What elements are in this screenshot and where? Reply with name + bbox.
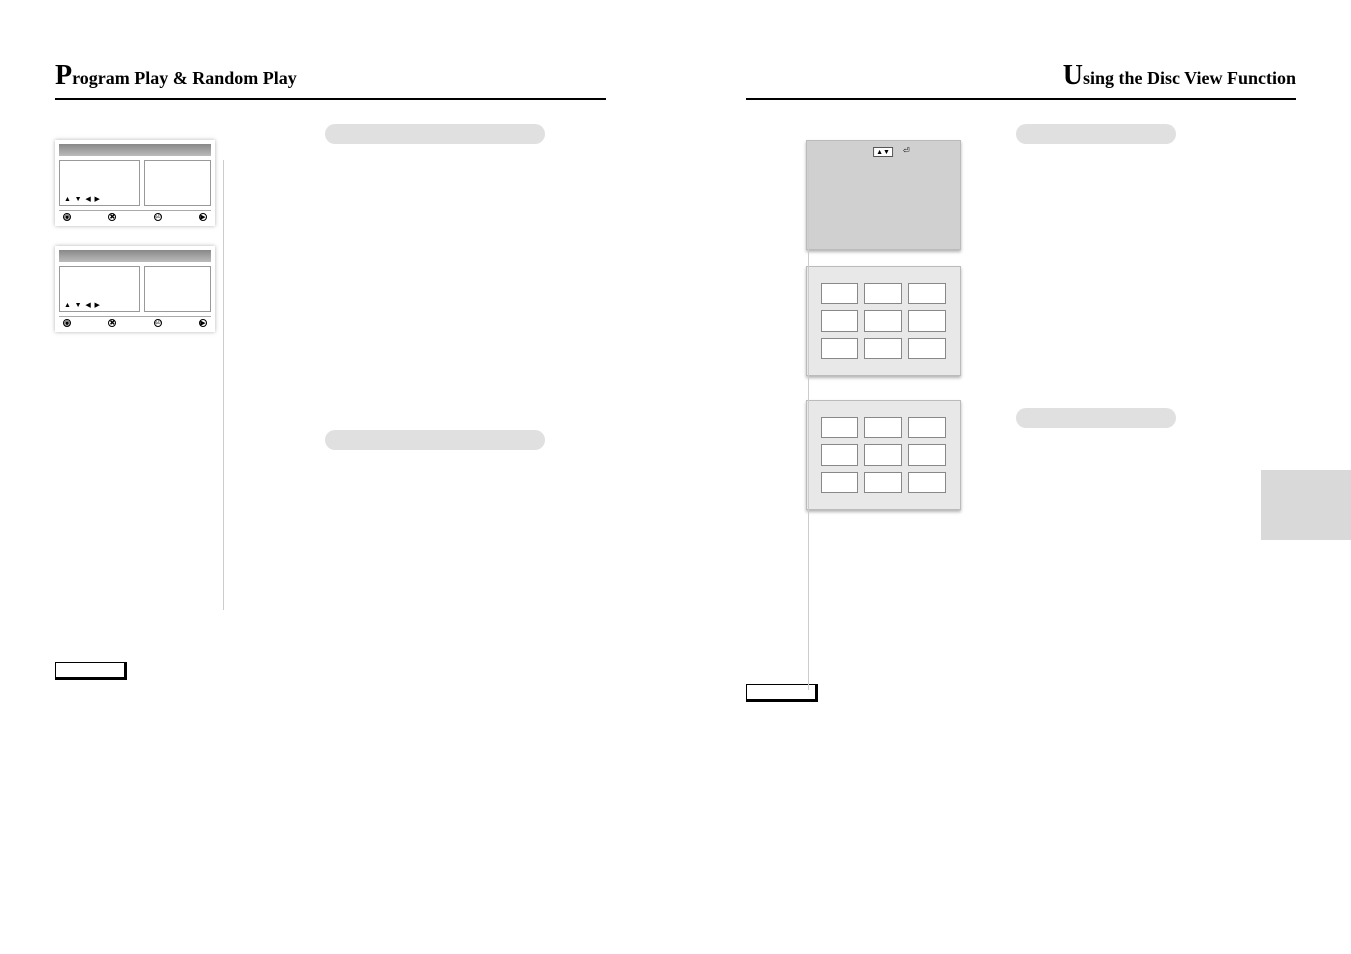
panel-right-subpanel	[144, 266, 211, 312]
cancel-icon: ✖	[108, 319, 116, 327]
left-heading: Program Play & Random Play	[55, 60, 606, 100]
program-play-panel-1: ▲ ▼ ◀ ▶ ◉ ✖ ⏎ ▶	[55, 140, 215, 226]
thumb-cell	[821, 338, 859, 359]
section-pill-3	[1016, 124, 1176, 144]
section-pill-4	[1016, 408, 1176, 428]
thumb-cell	[864, 283, 902, 304]
panel-left-subpanel: ▲ ▼ ◀ ▶	[59, 160, 140, 206]
thumb-cell	[864, 310, 902, 331]
thumb-cell	[908, 417, 946, 438]
play-icon: ▶	[199, 213, 207, 221]
thumb-cell	[908, 444, 946, 465]
nav-arrows-icon: ▲ ▼ ◀ ▶	[64, 301, 101, 309]
enter-icon: ⏎	[154, 319, 162, 327]
left-heading-cap: P	[55, 60, 72, 91]
updown-indicator-icon: ▲▼	[873, 147, 893, 157]
thumb-cell	[864, 417, 902, 438]
thumb-cell	[864, 444, 902, 465]
rec-icon: ◉	[63, 213, 71, 221]
divider-line	[808, 160, 809, 690]
right-heading-rest: sing the Disc View Function	[1083, 68, 1296, 88]
enter-indicator-icon: ⏎	[903, 146, 910, 155]
thumb-cell	[821, 472, 859, 493]
thumb-cell	[908, 283, 946, 304]
right-heading-cap: U	[1063, 60, 1083, 91]
divider-line	[223, 160, 224, 610]
thumbnail-grid	[815, 275, 952, 367]
panel-right-subpanel	[144, 160, 211, 206]
section-pill-1	[325, 124, 545, 144]
nav-arrows-icon: ▲ ▼ ◀ ▶	[64, 195, 101, 203]
thumb-cell	[864, 472, 902, 493]
disc-view-screen-2	[806, 266, 961, 376]
thumb-cell	[908, 310, 946, 331]
thumb-cell	[821, 444, 859, 465]
thumbnail-grid	[815, 409, 952, 501]
thumb-cell	[864, 338, 902, 359]
program-play-panel-2: ▲ ▼ ◀ ▶ ◉ ✖ ⏎ ▶	[55, 246, 215, 332]
play-icon: ▶	[199, 319, 207, 327]
thumb-cell	[821, 417, 859, 438]
panel-button-bar: ◉ ✖ ⏎ ▶	[59, 210, 211, 222]
note-box-right	[746, 684, 818, 702]
disc-view-screen-1: ▲▼ ⏎	[806, 140, 961, 250]
panel-titlebar	[59, 144, 211, 156]
thumb-cell	[821, 283, 859, 304]
cancel-icon: ✖	[108, 213, 116, 221]
page-side-tab	[1261, 470, 1351, 540]
thumb-cell	[908, 472, 946, 493]
left-heading-rest: rogram Play & Random Play	[72, 68, 297, 88]
panel-titlebar	[59, 250, 211, 262]
section-pill-2	[325, 430, 545, 450]
panel-left-subpanel: ▲ ▼ ◀ ▶	[59, 266, 140, 312]
panel-button-bar: ◉ ✖ ⏎ ▶	[59, 316, 211, 328]
right-heading: Using the Disc View Function	[746, 60, 1297, 100]
thumb-cell	[908, 338, 946, 359]
rec-icon: ◉	[63, 319, 71, 327]
enter-icon: ⏎	[154, 213, 162, 221]
disc-view-screen-3	[806, 400, 961, 510]
thumb-cell	[821, 310, 859, 331]
note-box-left	[55, 662, 127, 680]
